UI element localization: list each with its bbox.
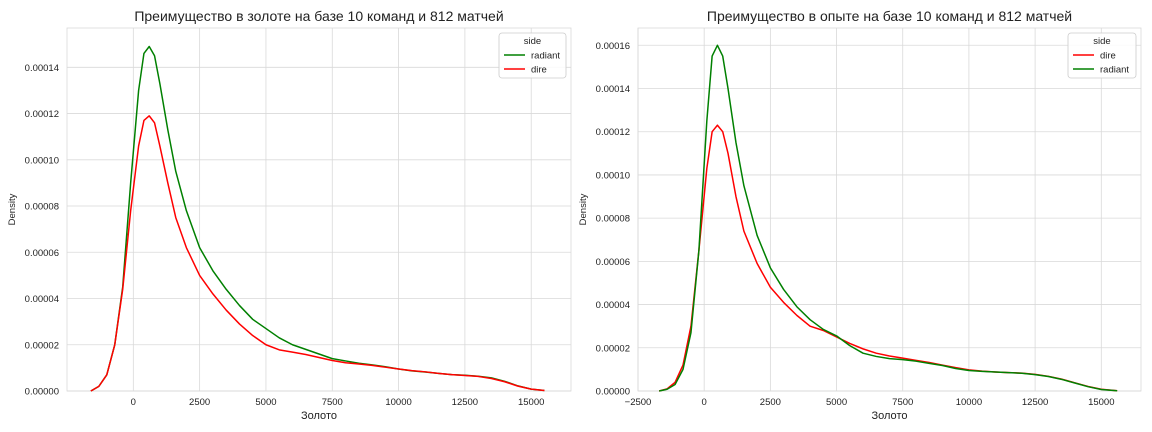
x-tick-label: 15000: [518, 397, 544, 408]
legend: side dire radiant: [1067, 32, 1137, 79]
x-tick-label: 10000: [956, 397, 982, 408]
y-axis-label: Density: [578, 193, 589, 225]
y-tick-label: 0.00012: [25, 109, 59, 120]
y-tick-label: 0.00006: [25, 248, 59, 259]
legend-box: [1067, 32, 1137, 79]
series-line-dire: [658, 124, 1118, 392]
y-tick-label: 0.00016: [596, 41, 630, 52]
legend-entry-radiant: radiant: [531, 51, 560, 62]
y-tick-label: 0.00010: [25, 155, 59, 166]
series-line-radiant: [90, 45, 545, 392]
y-tick-label: 0.00000: [596, 387, 630, 398]
y-tick-label: 0.00004: [596, 300, 630, 311]
chart-title: Преимущество в опыте на базе 10 команд и…: [707, 8, 1072, 24]
legend-entry-dire: dire: [1100, 51, 1116, 62]
x-tick-label: 0: [702, 397, 707, 408]
gold-density-chart: 0 2500 5000 7500 10000 12500 15000 0.00000 0.000…: [7, 8, 572, 422]
y-tick-label: 0.00006: [596, 257, 630, 268]
y-tick-label: 0.00014: [596, 84, 630, 95]
x-axis-label: Золото: [872, 410, 908, 422]
x-tick-label: −2500: [625, 397, 652, 408]
legend-title: side: [524, 36, 541, 47]
y-tick-label: 0.00000: [25, 387, 59, 398]
y-tick-label: 0.00014: [25, 63, 59, 74]
legend-box: [498, 32, 567, 79]
series-line-radiant: [659, 44, 1118, 392]
x-tick-label: 0: [131, 397, 136, 408]
y-tick-label: 0.00012: [596, 127, 630, 138]
experience-density-chart: −2500 0 2500 5000 7500 10000 12500 15000 0.00000…: [578, 8, 1142, 422]
x-tick-label: 5000: [255, 397, 276, 408]
y-tick-label: 0.00008: [596, 214, 630, 225]
x-tick-label: 2500: [760, 397, 781, 408]
legend-entry-radiant: radiant: [1100, 65, 1129, 76]
legend-title: side: [1093, 36, 1110, 47]
y-tick-label: 0.00002: [596, 343, 630, 354]
y-tick-label: 0.00004: [25, 294, 59, 305]
plot-frame: [637, 27, 1142, 392]
x-tick-label: 2500: [189, 397, 210, 408]
x-tick-label: 7500: [322, 397, 343, 408]
y-tick-label: 0.00008: [25, 202, 59, 213]
x-axis-label: Золото: [301, 410, 337, 422]
y-tick-label: 0.00010: [596, 170, 630, 181]
x-tick-label: 12500: [1022, 397, 1048, 408]
plot-frame: [66, 27, 572, 392]
x-tick-label: 7500: [892, 397, 913, 408]
x-tick-label: 5000: [826, 397, 847, 408]
legend-entry-dire: dire: [531, 65, 547, 76]
x-tick-label: 10000: [385, 397, 411, 408]
x-tick-label: 15000: [1088, 397, 1114, 408]
x-tick-label: 12500: [452, 397, 478, 408]
y-tick-label: 0.00002: [25, 340, 59, 351]
chart-title: Преимущество в золоте на базе 10 команд …: [134, 8, 503, 24]
legend: side radiant dire: [498, 32, 567, 79]
series-line-dire: [90, 115, 545, 392]
y-axis-label: Density: [7, 193, 18, 225]
